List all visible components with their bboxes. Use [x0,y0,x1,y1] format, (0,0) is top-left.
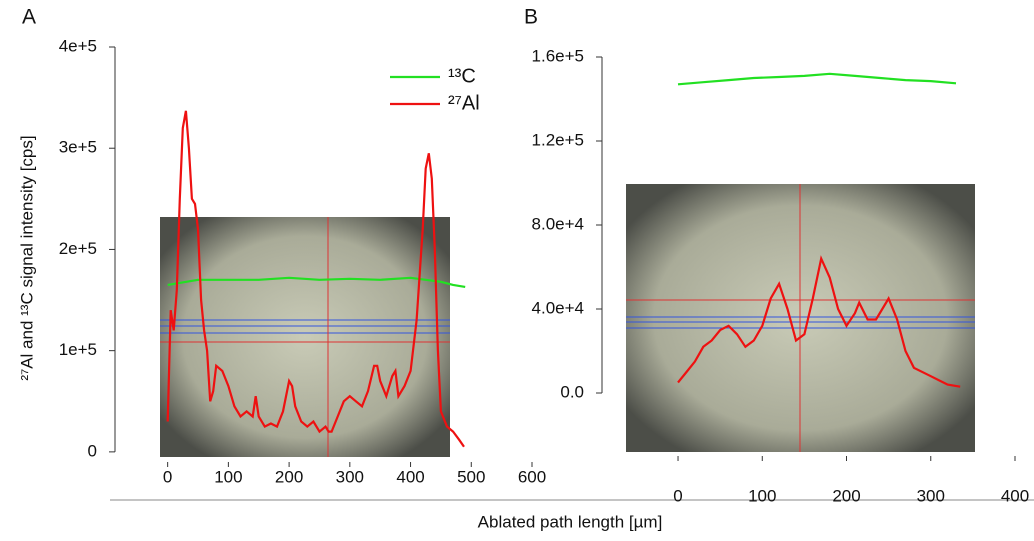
x-axis-label: Ablated path length [µm] [478,512,663,531]
micrograph [160,217,450,457]
x-tick-label: 400 [396,467,424,486]
panel-label: A [22,6,36,29]
x-tick-label: 0 [673,486,682,505]
y-tick-label: 1.6e+5 [532,46,584,65]
y-tick-label: 3e+5 [59,138,97,157]
x-tick-label: 0 [163,467,172,486]
y-tick-label: 0.0 [560,382,584,401]
x-tick-label: 300 [336,467,364,486]
x-tick-label: 200 [275,467,303,486]
legend-label: ¹³C [448,65,476,87]
panel-label: B [524,6,538,29]
x-tick-label: 600 [518,467,546,486]
legend-label: ²⁷Al [448,92,480,114]
data-line [677,72,957,86]
data-line [677,255,961,388]
y-tick-label: 1e+5 [59,340,97,359]
data-line [166,110,465,448]
x-tick-label: 100 [214,467,242,486]
y-tick-label: 4e+5 [59,36,97,55]
x-tick-label: 400 [1001,486,1029,505]
y-axis-label: ²⁷Al and ¹³C signal intensity [cps] [17,135,36,380]
y-tick-label: 4.0e+4 [532,298,584,317]
y-tick-label: 2e+5 [59,239,97,258]
y-tick-label: 8.0e+4 [532,214,584,233]
y-tick-label: 1.2e+5 [532,130,584,149]
x-tick-label: 200 [832,486,860,505]
x-tick-label: 300 [917,486,945,505]
x-tick-label: 100 [748,486,776,505]
x-tick-label: 500 [457,467,485,486]
data-line [167,276,466,288]
y-tick-label: 0 [88,441,97,460]
micrograph [626,184,975,452]
